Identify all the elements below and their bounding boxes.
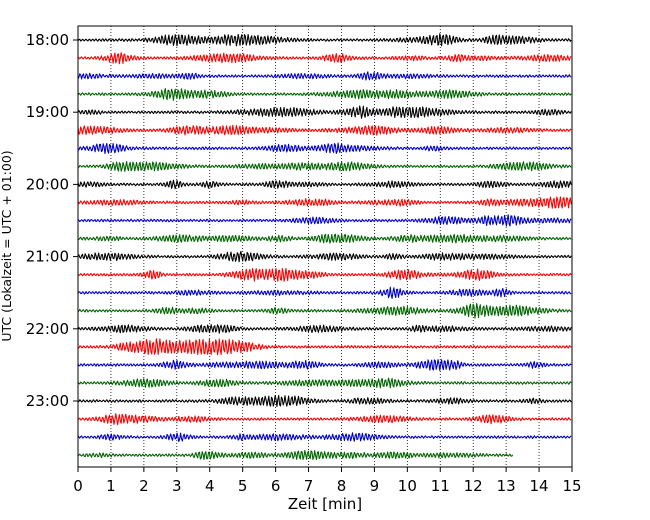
- trace-line: [77, 179, 572, 190]
- trace-line: [77, 302, 572, 319]
- x-tick-label: 1: [106, 477, 116, 495]
- x-tick-label: 4: [205, 477, 215, 495]
- x-axis-label: Zeit [min]: [288, 495, 362, 513]
- trace-line: [77, 377, 572, 389]
- trace-line: [77, 196, 572, 209]
- x-tick-label: 9: [370, 477, 380, 495]
- y-tick-label: 19:00: [26, 103, 69, 121]
- trace-line: [77, 395, 572, 407]
- trace-line: [77, 214, 572, 227]
- y-tick-label: 23:00: [26, 392, 69, 410]
- x-tick-label: 5: [238, 477, 248, 495]
- trace-line: [77, 71, 572, 81]
- x-tick-label: 2: [139, 477, 149, 495]
- trace-line: [77, 324, 572, 334]
- trace-line: [77, 359, 572, 371]
- trace-line: [77, 124, 572, 136]
- x-tick-label: 8: [337, 477, 347, 495]
- x-tick-label: 15: [562, 477, 581, 495]
- x-tick-label: 6: [271, 477, 281, 495]
- y-axis-label: UTC (Lokalzeit = UTC + 01:00): [0, 150, 14, 341]
- trace-lines: [77, 33, 572, 461]
- y-tick-label: 20:00: [26, 175, 69, 193]
- x-tick-label: 14: [530, 477, 549, 495]
- trace-line: [77, 338, 572, 356]
- trace-line: [77, 450, 514, 461]
- trace-line: [77, 250, 572, 263]
- trace-line: [77, 432, 572, 443]
- trace-line: [77, 52, 572, 65]
- x-tick-label: 11: [431, 477, 450, 495]
- y-tick-label: 21:00: [26, 248, 69, 266]
- trace-line: [77, 286, 572, 299]
- trace-line: [77, 105, 572, 119]
- axis-ticks: 0 1 2 3 4 5 6 7 8 9 10 11 12 13 14 1518:0019:0020:0021:…: [26, 31, 582, 495]
- trace-line: [77, 267, 572, 282]
- trace-line: [77, 161, 572, 172]
- x-tick-label: 0: [73, 477, 83, 495]
- trace-line: [77, 142, 572, 155]
- trace-line: [77, 33, 572, 47]
- trace-line: [77, 413, 572, 426]
- x-tick-label: 10: [398, 477, 417, 495]
- x-tick-label: 7: [304, 477, 314, 495]
- plot-frame: [77, 25, 573, 468]
- x-tick-label: 3: [172, 477, 182, 495]
- trace-line: [77, 233, 572, 244]
- x-tick-label: 12: [464, 477, 483, 495]
- trace-line: [77, 87, 572, 101]
- x-tick-label: 13: [497, 477, 516, 495]
- y-tick-label: 22:00: [26, 320, 69, 338]
- y-tick-label: 18:00: [26, 31, 69, 49]
